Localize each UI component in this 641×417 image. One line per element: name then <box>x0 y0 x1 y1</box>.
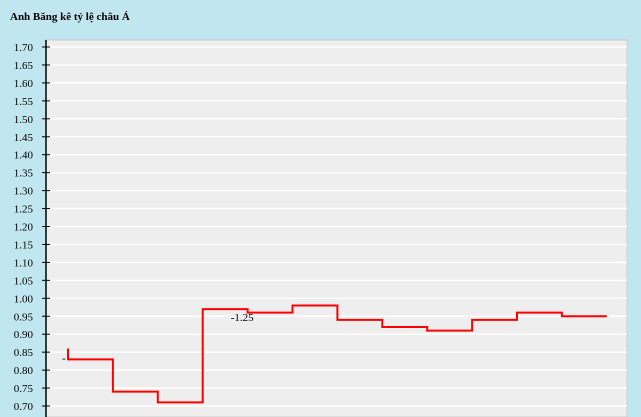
y-tick-label: 1.30 <box>14 186 34 198</box>
y-tick-label: 1.45 <box>14 132 34 144</box>
y-tick-label: 1.25 <box>14 204 34 216</box>
y-tick-label: 1.05 <box>14 275 34 287</box>
y-tick-label: 0.95 <box>14 311 34 323</box>
series-line <box>67 304 607 404</box>
y-tick-label: 0.85 <box>14 347 34 359</box>
y-tick-label: 1.10 <box>14 257 34 269</box>
y-tick-label: 1.65 <box>14 60 34 72</box>
data-label: -1.25 <box>231 312 254 324</box>
y-tick-label: 1.70 <box>14 42 34 54</box>
y-tick-label: 1.15 <box>14 239 34 251</box>
chart-title: Anh Băng kê tỷ lệ châu Á <box>10 11 130 23</box>
y-tick-label: 1.35 <box>14 168 34 180</box>
y-tick-label: 1.50 <box>14 114 34 126</box>
y-tick-label: 0.70 <box>14 401 34 413</box>
plot-area <box>45 39 628 417</box>
y-tick-label: 0.90 <box>14 329 34 341</box>
data-label: - <box>62 352 66 364</box>
y-tick-label: 0.80 <box>14 365 34 377</box>
y-tick-label: 1.20 <box>14 222 34 234</box>
y-tick-label: 1.40 <box>14 150 34 162</box>
y-tick-label: 1.00 <box>14 293 34 305</box>
y-tick-label: 1.55 <box>14 96 34 108</box>
y-tick-label: 1.60 <box>14 78 34 90</box>
y-tick-label: 0.75 <box>14 383 34 395</box>
